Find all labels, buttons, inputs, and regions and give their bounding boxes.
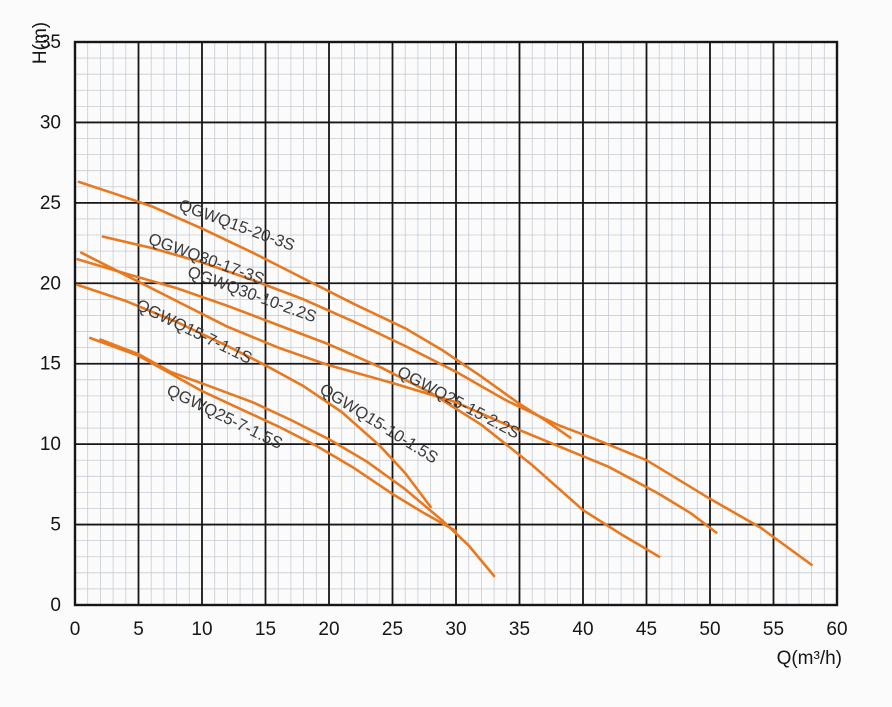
y-tick-label: 25 xyxy=(40,193,61,214)
curve-QGWQ15-7-1.1S xyxy=(76,283,432,509)
x-axis-title: Q(m³/h) xyxy=(776,648,842,669)
y-tick-label: 5 xyxy=(50,515,61,536)
x-tick-label: 45 xyxy=(636,619,657,640)
curve-QGWQ15-10-1.5S xyxy=(88,336,458,533)
y-tick-label: 0 xyxy=(50,595,61,616)
x-tick-label: 50 xyxy=(699,619,720,640)
curve-label-QGWQ25-15-2.2S: QGWQ25-15-2.2S xyxy=(394,363,522,443)
y-axis-title: H(m) xyxy=(30,21,51,65)
y-tick-label: 15 xyxy=(40,354,61,375)
y-tick-label: 10 xyxy=(40,434,61,455)
curve-QGWQ15-20-3S xyxy=(77,180,572,439)
curve-QGWQ30-10-2.2S xyxy=(76,257,661,558)
y-tick-label: 30 xyxy=(40,112,61,133)
x-tick-label: 25 xyxy=(382,619,403,640)
x-tick-label: 5 xyxy=(133,619,144,640)
x-tick-label: 10 xyxy=(191,619,212,640)
x-tick-label: 15 xyxy=(255,619,276,640)
x-tick-label: 55 xyxy=(763,619,784,640)
plot-border xyxy=(73,40,839,607)
curve-QGWQ25-7-1.5S xyxy=(99,338,496,578)
curve-QGWQ25-15-2.2S xyxy=(80,251,718,534)
y-tick-label: 35 xyxy=(40,32,61,53)
x-tick-label: 0 xyxy=(70,619,81,640)
x-tick-label: 30 xyxy=(445,619,466,640)
curve-QGWQ30-17-3S xyxy=(101,235,813,567)
x-tick-label: 20 xyxy=(318,619,339,640)
x-tick-label: 35 xyxy=(509,619,530,640)
y-tick-label: 20 xyxy=(40,273,61,294)
x-tick-label: 60 xyxy=(826,619,847,640)
x-tick-label: 40 xyxy=(572,619,593,640)
